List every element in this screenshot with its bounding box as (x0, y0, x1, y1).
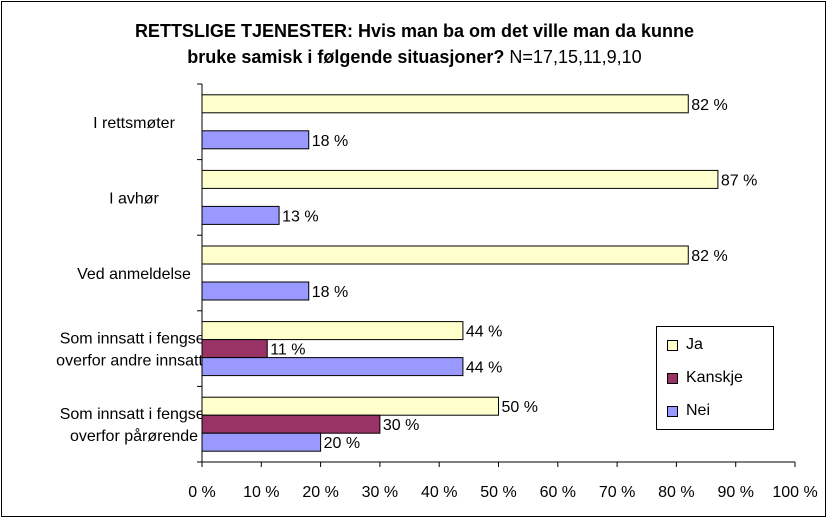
category-label: I avhør (109, 190, 159, 207)
legend-item-nei: Nei (667, 401, 710, 421)
bar-ja (201, 169, 719, 189)
data-label: 11 % (270, 342, 305, 359)
legend-item-ja: Ja (667, 335, 703, 355)
bar-nei (201, 357, 464, 377)
bar-ja (201, 321, 464, 341)
data-label: 82 % (691, 248, 727, 265)
data-label: 50 % (502, 399, 538, 416)
title-line-2-text: bruke samisk i følgende situasjoner? (187, 47, 505, 67)
bar-nei (201, 281, 310, 301)
title-line-1: RETTSLIGE TJENESTER: Hvis man ba om det … (134, 21, 695, 41)
x-tick-label: 80 % (658, 484, 694, 501)
x-tick-label: 100 % (772, 484, 817, 501)
category-label: Som innsatt i fengsel (60, 331, 209, 348)
legend-item-kanskje: Kanskje (667, 368, 743, 388)
x-tick-label: 0 % (188, 484, 216, 501)
data-label: 20 % (324, 435, 360, 452)
title-line-2: bruke samisk i følgende situasjoner? N=1… (0, 44, 829, 70)
legend-swatch (667, 405, 678, 417)
bar-nei (201, 432, 322, 452)
x-tick-label: 90 % (717, 484, 753, 501)
x-tick-label: 50 % (480, 484, 516, 501)
legend-label: Ja (686, 336, 703, 353)
chart-title: RETTSLIGE TJENESTER: Hvis man ba om det … (0, 18, 829, 70)
legend-swatch (667, 372, 678, 384)
category-label: overfor andre innsatte (56, 353, 212, 370)
data-label: 18 % (312, 284, 348, 301)
x-tick-label: 20 % (302, 484, 338, 501)
data-label: 87 % (721, 172, 757, 189)
category-label: Som innsatt i fengsel (60, 406, 209, 423)
bar-ja (201, 396, 499, 416)
sample-size-note: N=17,15,11,9,10 (509, 47, 642, 67)
category-label: I rettsmøter (93, 115, 175, 132)
data-label: 44 % (466, 324, 502, 341)
x-tick-label: 10 % (243, 484, 279, 501)
data-label: 13 % (282, 208, 318, 225)
x-tick-label: 60 % (540, 484, 576, 501)
legend: Ja Kanskje Nei (656, 326, 774, 430)
data-label: 82 % (691, 97, 727, 114)
legend-label: Kanskje (686, 369, 743, 386)
bar-nei (201, 205, 280, 225)
data-label: 44 % (466, 360, 502, 377)
bar-kanskje (201, 414, 381, 434)
category-label: Ved anmeldelse (77, 266, 191, 283)
data-label: 18 % (312, 133, 348, 150)
x-tick-label: 70 % (599, 484, 635, 501)
legend-swatch (667, 339, 678, 351)
bar-ja (201, 245, 689, 265)
category-label: overfor pårørende (70, 427, 198, 445)
legend-label: Nei (686, 402, 711, 419)
bar-kanskje (201, 339, 268, 359)
x-tick-label: 30 % (362, 484, 398, 501)
bar-ja (201, 94, 689, 114)
bar-nei (201, 130, 310, 150)
x-tick-label: 40 % (421, 484, 457, 501)
data-label: 30 % (383, 417, 419, 434)
